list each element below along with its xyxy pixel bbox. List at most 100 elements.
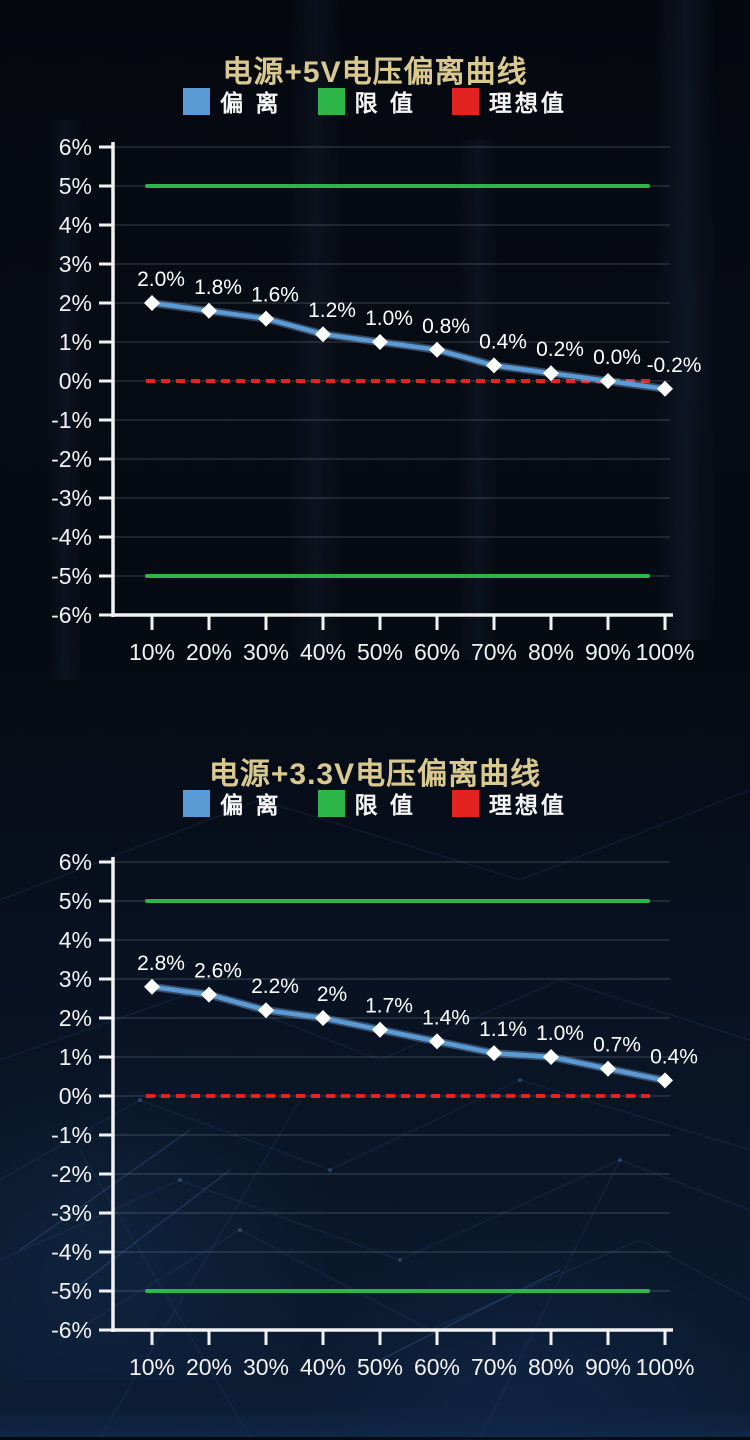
data-point-label: 1.0% xyxy=(365,307,413,330)
y-tick-label: 5% xyxy=(59,888,92,914)
data-point-marker xyxy=(600,1060,616,1077)
data-point-marker xyxy=(258,1002,274,1019)
x-tick-label: 60% xyxy=(414,639,460,665)
legend-label-deviation: 偏 离 xyxy=(220,90,282,116)
y-tick-label: 0% xyxy=(59,1083,92,1109)
legend-swatch-deviation xyxy=(183,789,211,817)
data-point-marker xyxy=(657,1072,673,1089)
data-point-marker xyxy=(372,334,388,350)
data-point-marker xyxy=(486,1045,502,1062)
x-tick-label: 90% xyxy=(585,639,631,665)
data-point-label: 1.6% xyxy=(251,284,299,307)
chart-legend-3v3: 偏 离 限 值 理想值 xyxy=(0,786,750,820)
y-tick-label: -3% xyxy=(51,1200,92,1226)
data-point-label: 1.2% xyxy=(308,299,356,322)
y-tick-label: -6% xyxy=(51,1317,92,1343)
x-tick-label: 40% xyxy=(300,1354,346,1380)
y-tick-label: 0% xyxy=(59,368,92,394)
x-tick-label: 90% xyxy=(585,1354,631,1380)
deviation-line xyxy=(151,984,666,1083)
line-chart-3v3: 2.8% 2.6% 2.2% 2% 1.7% 1.4% 1.1% 1.0% 0.7% 0.4% 6%… xyxy=(51,849,698,1380)
y-tick-label: 3% xyxy=(59,251,92,277)
data-point-marker xyxy=(543,1049,559,1065)
x-tick-label: 70% xyxy=(471,639,517,665)
y-tick-label: 6% xyxy=(59,134,92,160)
data-point-marker xyxy=(144,978,160,995)
y-tick-label: -5% xyxy=(51,1278,92,1304)
data-point-label: 2% xyxy=(317,983,347,1006)
y-tick-label: 4% xyxy=(59,212,92,238)
y-tick-label: 6% xyxy=(59,849,92,875)
y-tick-label: -4% xyxy=(51,1239,92,1265)
y-tick-label: -6% xyxy=(51,602,92,628)
y-tick-label: 1% xyxy=(59,329,92,355)
y-tick-label: 2% xyxy=(59,1005,92,1031)
x-tick-label: 80% xyxy=(528,639,574,665)
legend-swatch-deviation xyxy=(183,87,211,115)
legend-swatch-ideal xyxy=(451,87,479,115)
y-tick-label: 2% xyxy=(59,290,92,316)
data-point-marker xyxy=(144,295,160,311)
data-point-marker xyxy=(372,1021,388,1038)
x-tick-label: 60% xyxy=(414,1354,460,1380)
data-point-marker xyxy=(600,373,616,389)
legend-swatch-ideal xyxy=(451,789,479,817)
x-tick-label: 20% xyxy=(186,1354,232,1380)
y-tick-label: 3% xyxy=(59,966,92,992)
data-point-marker xyxy=(429,1033,445,1050)
legend-label-ideal: 理想值 xyxy=(488,792,567,818)
legend-item-limit: 限 值 xyxy=(317,786,416,820)
data-point-marker xyxy=(201,986,217,1003)
data-point-label: 1.4% xyxy=(422,1006,470,1029)
y-tick-label: -1% xyxy=(51,1122,92,1148)
data-point-marker xyxy=(543,365,559,382)
bottom-accent-strip xyxy=(0,1408,750,1437)
y-tick-label: -2% xyxy=(51,446,92,472)
data-point-label: 1.0% xyxy=(536,1022,584,1045)
data-point-marker xyxy=(315,326,331,343)
x-tick-label: 50% xyxy=(357,639,403,665)
x-tick-label: 80% xyxy=(528,1354,574,1380)
data-point-label: 0.8% xyxy=(422,315,470,338)
x-tick-label: 30% xyxy=(243,639,289,665)
data-point-label: 1.8% xyxy=(194,276,242,299)
data-point-marker xyxy=(657,380,673,397)
x-tick-label: 100% xyxy=(636,1354,695,1380)
data-point-label: 0.4% xyxy=(479,330,527,353)
line-chart-5v: 2.0% 1.8% 1.6% 1.2% 1.0% 0.8% 0.4% 0.2% 0.0% -0.2… xyxy=(51,134,702,665)
y-tick-label: -1% xyxy=(51,407,92,433)
legend-label-limit: 限 值 xyxy=(354,792,416,818)
data-point-marker xyxy=(486,357,502,374)
data-point-label: -0.2% xyxy=(647,354,702,377)
y-tick-label: -4% xyxy=(51,524,92,550)
data-point-label: 0.4% xyxy=(650,1045,698,1068)
y-tick-label: 1% xyxy=(59,1044,92,1070)
x-tick-label: 40% xyxy=(300,639,346,665)
y-tick-label: 4% xyxy=(59,927,92,953)
x-tick-label: 10% xyxy=(129,1354,175,1380)
data-point-marker xyxy=(258,310,274,327)
legend-label-limit: 限 值 xyxy=(354,90,416,116)
y-tick-label: -3% xyxy=(51,485,92,511)
data-point-marker xyxy=(315,1010,331,1026)
x-tick-label: 20% xyxy=(186,639,232,665)
data-point-label: 2.8% xyxy=(137,952,185,975)
legend-swatch-limit xyxy=(317,789,345,817)
legend-item-ideal: 理想值 xyxy=(451,786,567,820)
data-point-label: 2.0% xyxy=(137,268,185,291)
legend-item-ideal: 理想值 xyxy=(451,84,567,118)
x-tick-label: 10% xyxy=(129,639,175,665)
chart-title-3v3: 电源+3.3V电压偏离曲线 xyxy=(208,757,542,791)
y-tick-label: 5% xyxy=(59,173,92,199)
data-point-label: 0.2% xyxy=(536,338,584,361)
data-point-label: 1.1% xyxy=(479,1018,527,1041)
x-tick-label: 100% xyxy=(636,639,695,665)
legend-swatch-limit xyxy=(317,87,345,115)
data-point-label: 0.0% xyxy=(593,346,641,369)
data-point-label: 2.2% xyxy=(251,975,299,998)
chart-title-5v: 电源+5V电压偏离曲线 xyxy=(222,55,528,89)
legend-item-limit: 限 值 xyxy=(317,84,416,118)
chart-legend-5v: 偏 离 限 值 理想值 xyxy=(0,84,750,118)
data-point-label: 2.6% xyxy=(194,960,242,983)
